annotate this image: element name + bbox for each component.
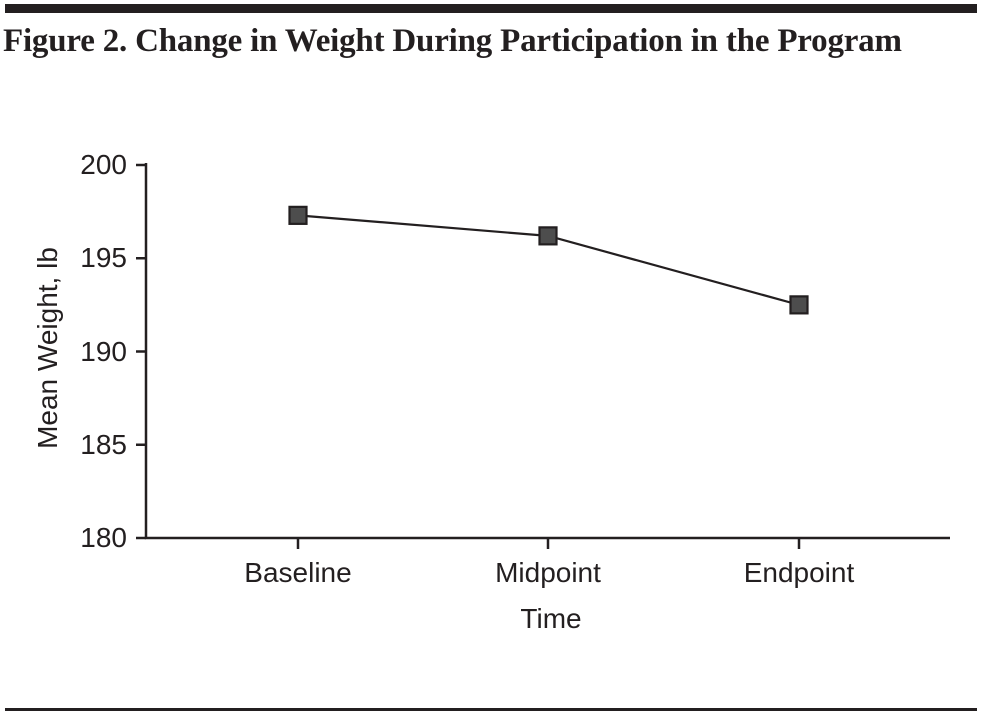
top-rule [5, 4, 977, 13]
data-point-marker [789, 295, 809, 315]
x-tick-label-midpoint: Midpoint [495, 557, 601, 588]
y-tick-label: 195 [80, 242, 127, 274]
y-tick-label: 180 [80, 522, 127, 553]
y-tick-label: 185 [80, 428, 127, 460]
bottom-rule [5, 708, 977, 711]
x-axis-title: Time [520, 603, 582, 634]
x-tick-label-endpoint: Endpoint [743, 557, 855, 588]
figure-title: Figure 2. Change in Weight During Partic… [3, 23, 902, 59]
y-axis-title: Mean Weight, lb [32, 247, 63, 449]
y-tick-label: 190 [80, 335, 127, 367]
data-point-marker [538, 226, 558, 246]
y-tick-label: 200 [80, 149, 127, 180]
data-point-marker [288, 205, 308, 225]
x-tick-label-baseline: Baseline [244, 557, 352, 588]
